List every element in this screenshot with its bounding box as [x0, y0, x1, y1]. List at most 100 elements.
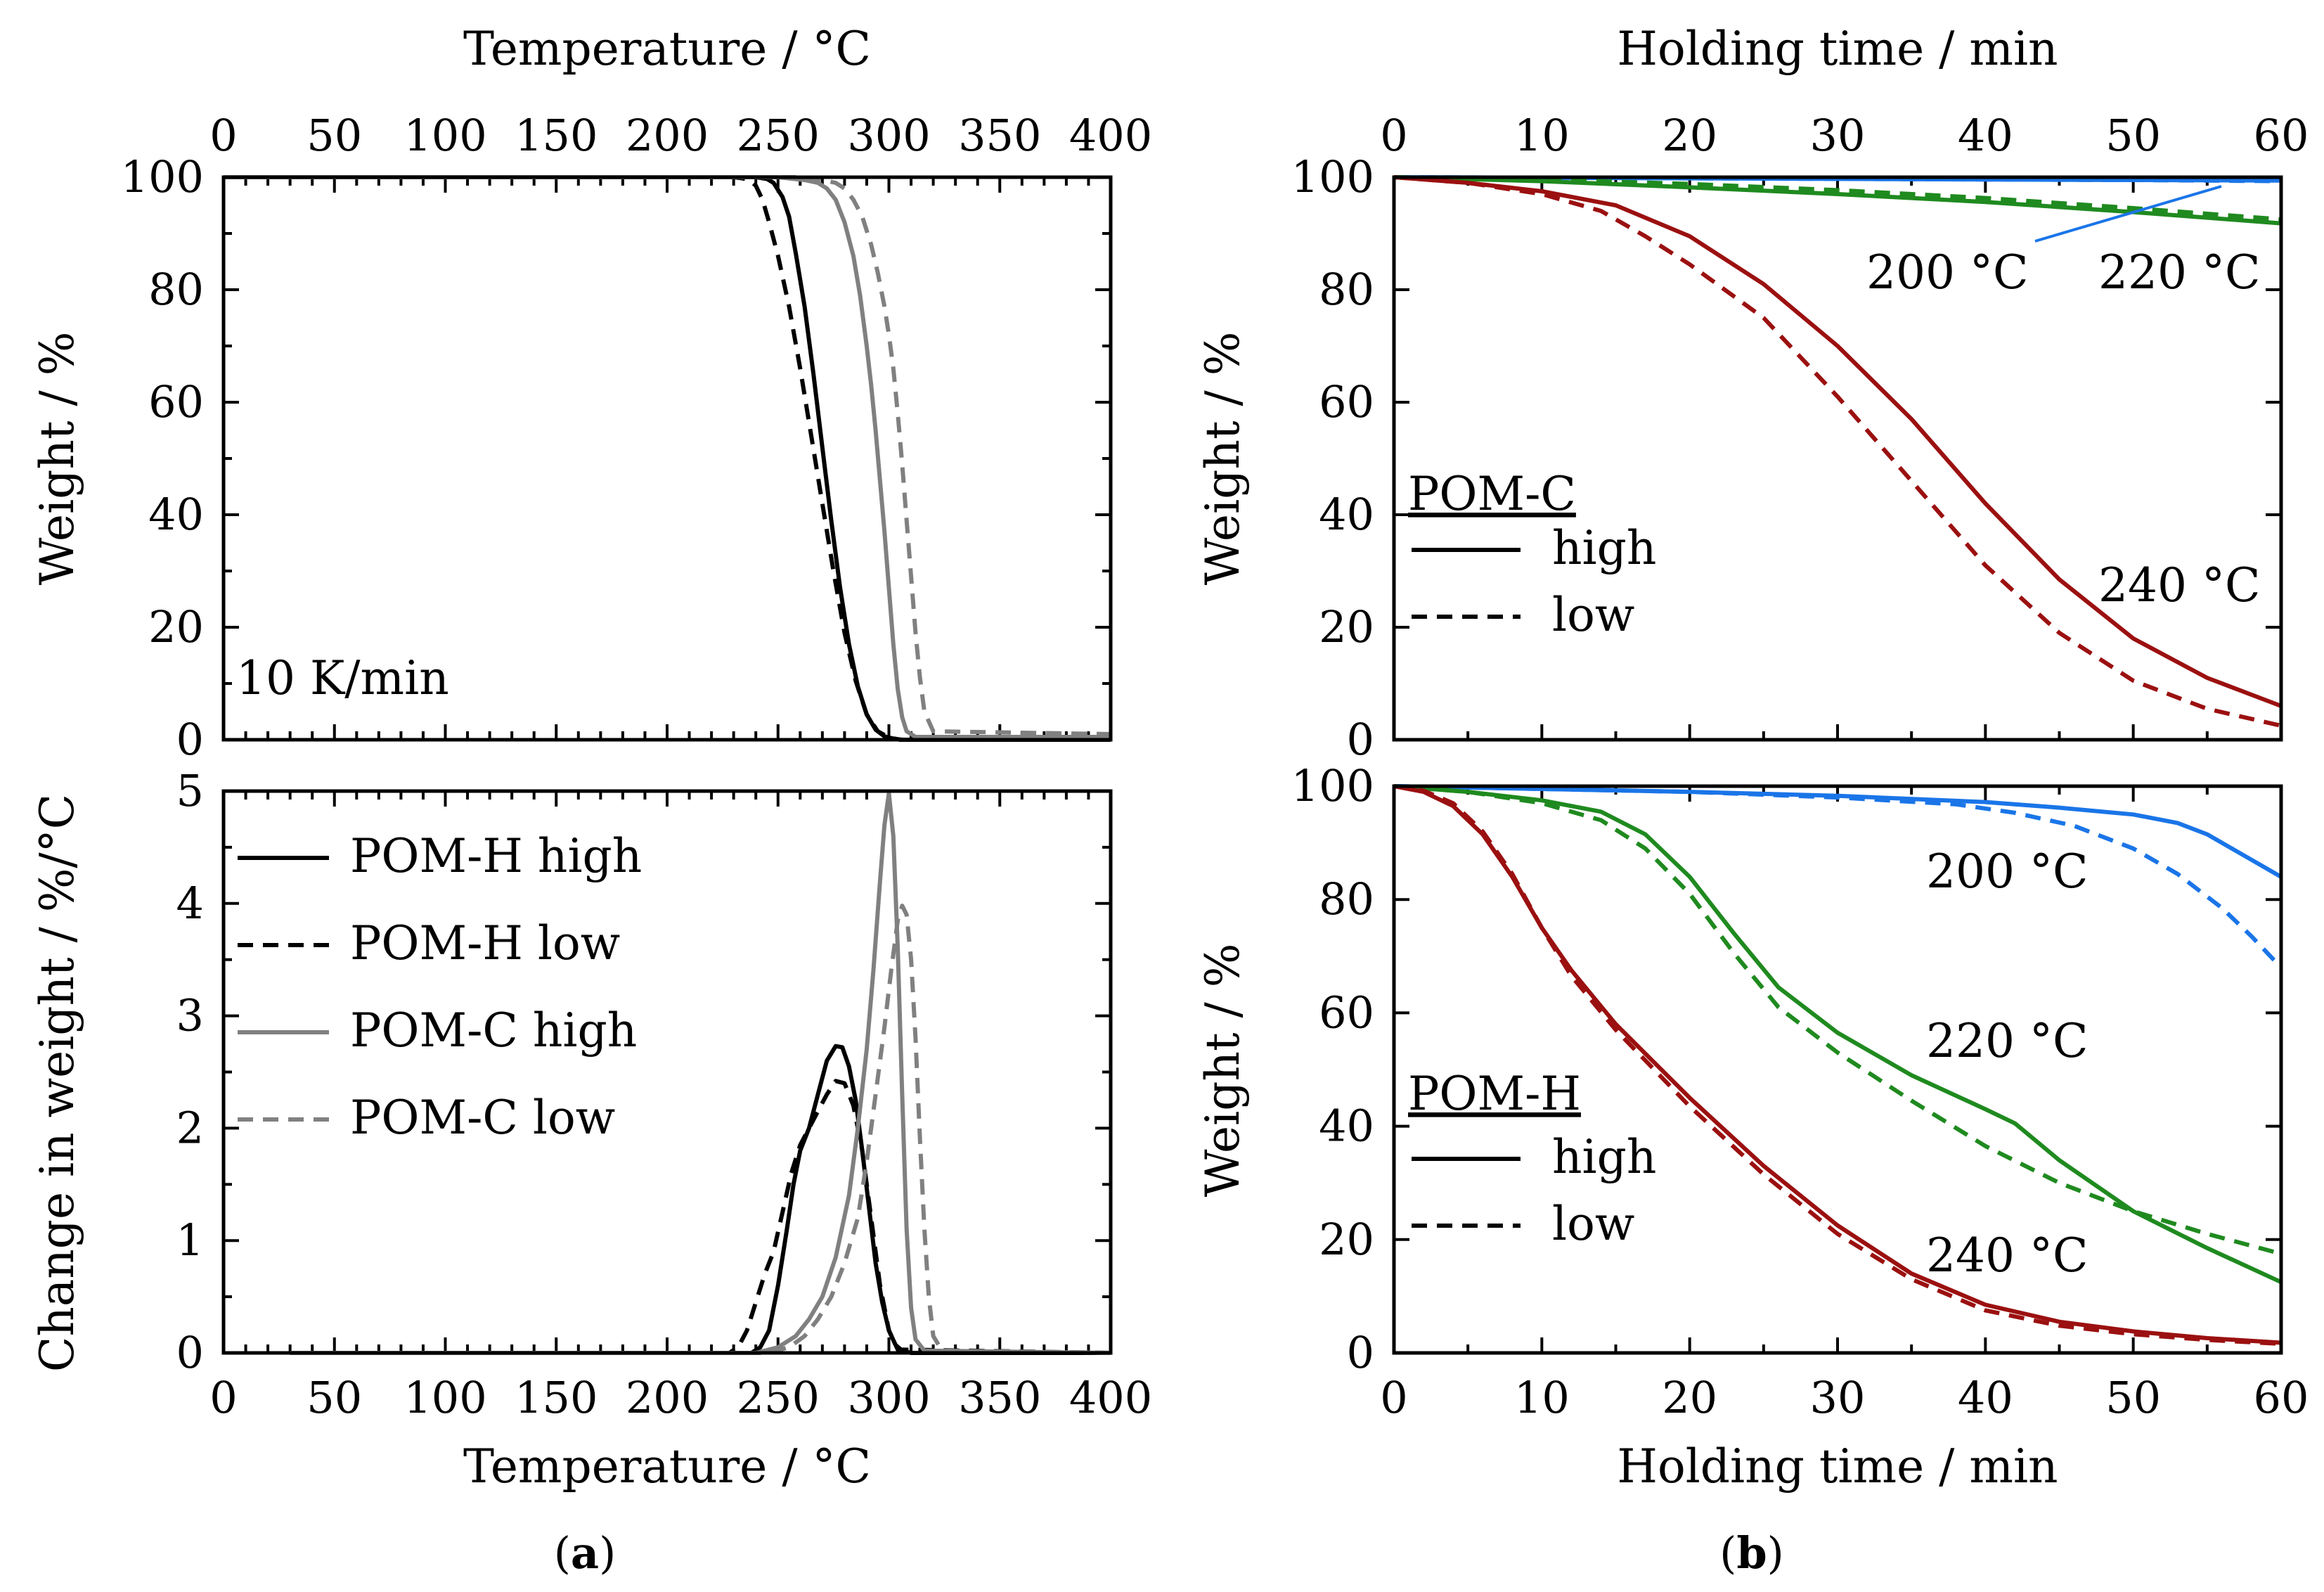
x-tick-label: 0 — [1380, 110, 1407, 161]
panel-b-label: (b) — [1719, 1527, 1784, 1579]
b-top-label-220: 220 °C — [2098, 245, 2260, 300]
x-tick-label: 30 — [1810, 110, 1866, 161]
y-tick-label: 4 — [176, 878, 204, 929]
panel-a-label: (a) — [554, 1527, 616, 1579]
a-top-annotation: 10 K/min — [236, 651, 449, 705]
series-pom-c-low — [290, 904, 1111, 1355]
series-240-c-high — [1393, 175, 2283, 708]
y-tick-label: 20 — [1319, 1214, 1374, 1265]
a-bottom-frame — [221, 789, 1113, 1355]
a-bottom-xlabel: Temperature / °C — [463, 1439, 871, 1494]
series-240-c-high — [1393, 784, 2282, 1345]
b-bottom-label-240: 240 °C — [1926, 1228, 2088, 1283]
x-tick-label: 300 — [847, 110, 930, 161]
series-pom-h-low — [290, 1079, 1111, 1355]
y-tick-label: 100 — [1291, 760, 1374, 811]
x-tick-label: 350 — [958, 110, 1041, 161]
y-tick-label: 80 — [1319, 873, 1374, 925]
x-tick-label: 400 — [1069, 1372, 1152, 1423]
x-tick-label: 60 — [2254, 1372, 2309, 1423]
b-top-frame — [1392, 175, 2283, 742]
x-tick-label: 300 — [847, 1372, 930, 1423]
panel-a-letter: a — [571, 1527, 599, 1579]
x-tick-label: 10 — [1514, 110, 1570, 161]
x-tick-label: 350 — [958, 1372, 1041, 1423]
b-bottom-ticklabels: 0 10 20 30 40 50 60 0 20 40 60 80 100 — [1291, 760, 2309, 1423]
b-bottom-frame — [1392, 784, 2283, 1355]
series-pom-c-low — [224, 175, 1111, 736]
b-top-ticklabels: 0 10 20 30 40 50 60 0 20 40 60 80 100 — [1291, 110, 2309, 765]
legend-label-high: high — [1552, 1130, 1656, 1184]
y-tick-label: 2 — [176, 1102, 204, 1153]
x-tick-label: 100 — [404, 1372, 486, 1423]
x-tick-label: 150 — [515, 1372, 598, 1423]
y-tick-label: 0 — [1347, 714, 1374, 765]
series-pom-c-high — [224, 175, 1111, 739]
plot-a-top: 0 50 100 150 200 250 300 350 400 0 20 40 60 80 100 Tem… — [30, 22, 1152, 765]
plot-a-bottom: 0 50 100 150 200 250 300 350 400 0 1 2 3 4 5 Temperatu… — [30, 765, 1152, 1494]
y-tick-label: 0 — [1347, 1327, 1374, 1378]
a-top-xlabel: Temperature / °C — [463, 22, 871, 76]
x-tick-label: 150 — [515, 110, 598, 161]
x-tick-label: 200 — [626, 1372, 709, 1423]
y-tick-label: 0 — [176, 1327, 204, 1378]
y-tick-label: 20 — [1319, 601, 1374, 653]
series-200-c-high — [1393, 784, 2283, 879]
series-220-c-low — [1393, 784, 2282, 1256]
x-tick-label: 50 — [2105, 1372, 2161, 1423]
x-tick-label: 400 — [1069, 110, 1152, 161]
legend-label-low: low — [1552, 1197, 1634, 1251]
series-pom-c-high — [290, 791, 1111, 1355]
legend-label-high: high — [1552, 521, 1656, 575]
plot-b-bottom: 0 10 20 30 40 50 60 0 20 40 60 80 100 Holding time /… — [1196, 760, 2309, 1494]
y-tick-label: 40 — [148, 489, 204, 540]
legend-title: POM-H — [1408, 1067, 1581, 1121]
a-top-series — [224, 175, 1111, 742]
a-top-ticklabels: 0 50 100 150 200 250 300 350 400 0 20 40 60 80 100 — [121, 110, 1153, 765]
y-tick-label: 60 — [1319, 987, 1374, 1038]
y-tick-label: 80 — [148, 264, 204, 315]
b-bottom-series — [1393, 784, 2283, 1347]
x-tick-label: 250 — [737, 1372, 820, 1423]
legend-label-low: low — [1552, 588, 1634, 642]
legend-label-pom-c-high: POM-C high — [350, 1003, 637, 1058]
legend-label-pom-h-low: POM-H low — [350, 916, 620, 970]
legend-label-pom-h-high: POM-H high — [350, 829, 642, 883]
y-tick-label: 80 — [1319, 264, 1374, 315]
y-tick-label: 0 — [176, 714, 204, 765]
b-bottom-legend: POM-H high low — [1408, 1067, 1656, 1251]
b-top-200-leader-line — [2034, 185, 2222, 243]
series-pom-h-high — [224, 175, 1111, 742]
a-bottom-ticklabels: 0 50 100 150 200 250 300 350 400 0 1 2 3 4 5 — [176, 765, 1153, 1423]
x-tick-label: 50 — [306, 1372, 362, 1423]
y-tick-label: 100 — [121, 151, 204, 203]
x-tick-label: 40 — [1958, 110, 2013, 161]
legend-label-pom-c-low: POM-C low — [350, 1091, 615, 1145]
b-top-ylabel: Weight / % — [1196, 332, 1250, 586]
a-top-frame — [221, 175, 1113, 742]
y-tick-label: 60 — [1319, 376, 1374, 428]
b-bottom-ylabel: Weight / % — [1196, 944, 1250, 1198]
y-tick-label: 3 — [176, 990, 204, 1041]
x-tick-label: 250 — [737, 110, 820, 161]
series-pom-h-low — [224, 175, 1111, 742]
b-top-label-240: 240 °C — [2098, 558, 2260, 612]
x-tick-label: 60 — [2254, 110, 2309, 161]
y-tick-label: 1 — [176, 1214, 204, 1266]
x-tick-label: 0 — [1380, 1372, 1407, 1423]
series-220-c-low — [1393, 175, 2282, 222]
a-bottom-legend: POM-H high POM-H low POM-C high POM-C low — [238, 829, 642, 1145]
x-tick-label: 100 — [404, 110, 486, 161]
a-top-ylabel: Weight / % — [30, 332, 84, 586]
b-top-xlabel: Holding time / min — [1617, 22, 2058, 76]
x-tick-label: 0 — [209, 110, 237, 161]
b-bottom-label-200: 200 °C — [1926, 845, 2088, 899]
y-tick-label: 100 — [1291, 151, 1374, 203]
x-tick-label: 40 — [1958, 1372, 2013, 1423]
y-tick-label: 40 — [1319, 489, 1374, 540]
series-200-c-low — [1393, 784, 2283, 969]
x-tick-label: 50 — [306, 110, 362, 161]
x-tick-label: 200 — [626, 110, 709, 161]
x-tick-label: 20 — [1662, 110, 1717, 161]
